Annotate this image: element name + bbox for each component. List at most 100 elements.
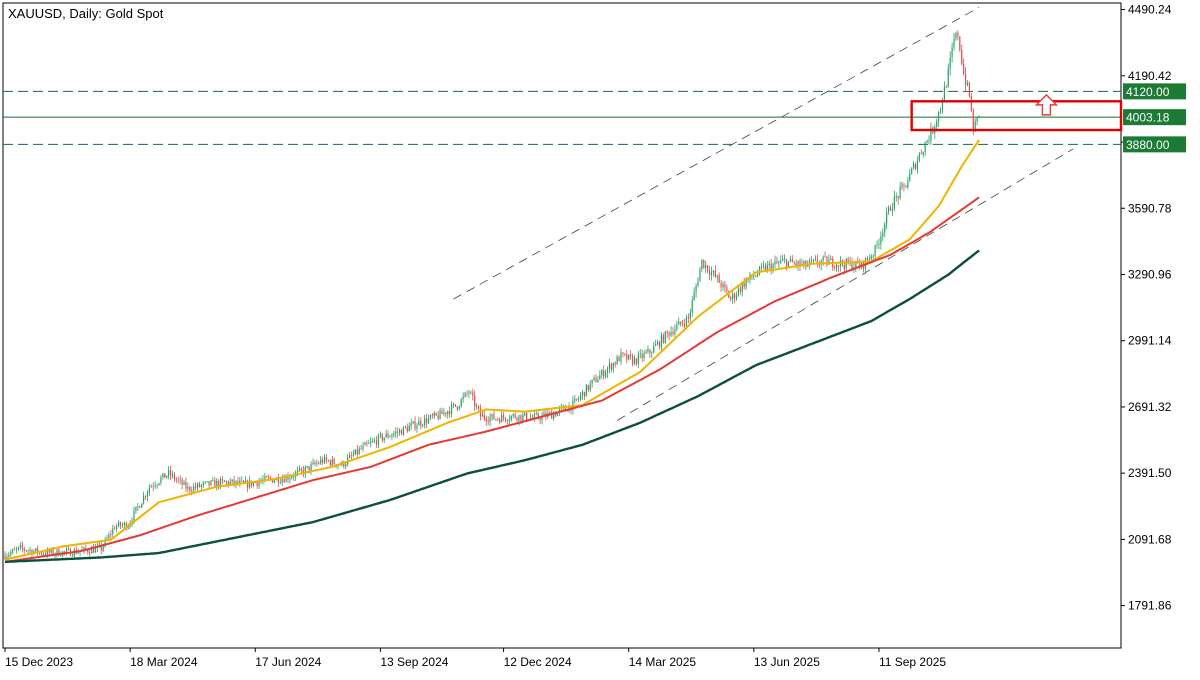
candle-body [312,462,314,465]
candle-body [104,539,106,547]
candle-body [637,354,639,364]
candle-body [402,426,405,435]
candle-body [119,522,122,526]
candle-body [204,481,206,483]
candle-body [766,264,768,271]
price-level-label: 4120.00 [1126,85,1170,99]
candle-body [918,153,920,161]
candle-body [137,506,139,508]
candle-body [678,321,680,325]
candle-body [591,379,593,384]
candle-body [822,256,824,261]
candle-body [493,413,495,420]
candle-body [674,329,676,335]
candle-body [143,496,145,504]
candle-body [314,462,316,465]
candle-body [939,109,942,112]
candle-body [499,419,501,423]
candle-body [187,486,189,489]
candle-body [158,482,160,485]
candle-body [670,331,672,336]
candle-body [343,461,345,467]
y-tick-label: 2991.14 [1128,334,1172,348]
candle-body [395,431,397,434]
candle-body [581,391,584,396]
candle-body [882,232,884,237]
candle-body [23,548,25,551]
price-axis: 4490.244190.423890.603590.783290.962991.… [1121,3,1186,613]
x-tick-label: 11 Sep 2025 [879,655,946,669]
candle-body [941,102,944,110]
candle-body [938,111,940,122]
candle-body [225,481,227,483]
candle-body [520,415,522,421]
candle-body [31,549,33,555]
candle-body [868,259,870,260]
candle-body [424,418,426,426]
candle-body [735,294,738,299]
candle-body [362,445,364,449]
candle-body [855,261,857,268]
candle-body [454,404,457,407]
candle-body [420,420,422,426]
candle-body [200,485,202,487]
candle-body [633,358,636,364]
candle-body [291,476,293,479]
candle-body [231,479,233,482]
candle-body [510,415,512,420]
candle-body [645,352,647,354]
candle-body [56,549,58,554]
candle-body [585,385,587,397]
moving-average-slow-line [4,249,980,564]
candle-body [429,415,432,419]
candle-body [916,160,919,169]
candle-body [884,223,886,233]
highlight-zone [910,93,1123,132]
candle-body [961,49,963,65]
candle-body [891,208,894,211]
candle-body [50,549,52,553]
candle-body [366,442,368,444]
candle-body [672,331,674,335]
candle-body [785,259,788,268]
candle-body [476,405,478,407]
candle-body [375,440,378,445]
candle-body [277,477,279,483]
x-tick-label: 18 Mar 2024 [130,655,198,669]
y-tick-label: 1791.86 [1128,599,1172,613]
candle-body [489,417,491,422]
candle-body [248,480,251,488]
candle-body [913,163,915,169]
candle-body [58,549,60,556]
candle-body [776,261,778,264]
candle-body [210,480,212,486]
candle-body [64,551,66,553]
candle-body [320,459,322,464]
candle-body [196,483,199,488]
candle-body [955,32,957,39]
price-level-label: 3880.00 [1126,138,1170,152]
candle-body [553,413,555,419]
candle-body [599,375,601,380]
candle-body [963,64,965,74]
candle-body [668,332,670,336]
candle-body [202,482,204,486]
x-tick-label: 17 Jun 2024 [255,655,321,669]
candle-body [293,476,295,478]
candle-body [483,414,485,419]
candle-body [456,406,458,409]
candle-body [576,398,578,400]
candle-body [504,417,507,421]
candle-body [139,506,141,508]
candle-body [316,463,318,465]
candle-body [400,430,403,435]
candle-body [148,487,150,493]
candle-body [451,404,453,414]
candle-body [110,534,112,535]
candle-body [258,481,260,486]
candle-body [189,486,191,491]
candle-body [656,341,659,345]
candle-body [655,344,657,347]
candle-body [8,554,10,557]
